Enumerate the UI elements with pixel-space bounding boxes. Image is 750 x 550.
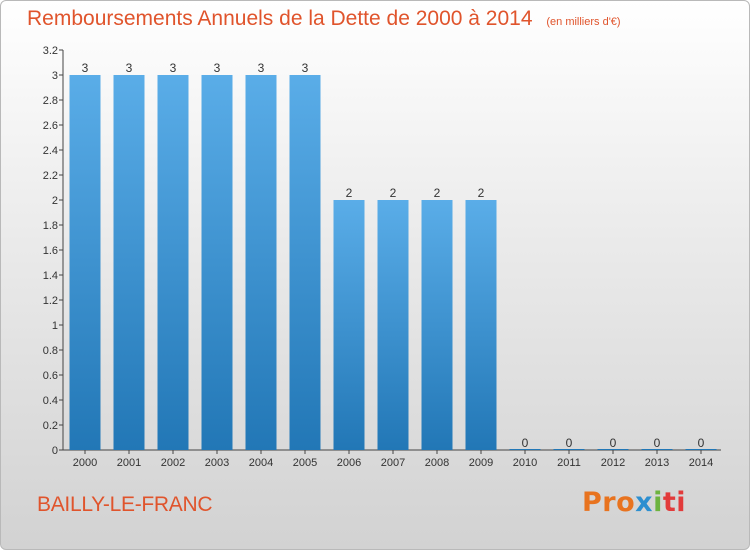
- y-tick-label: 1.6: [43, 245, 58, 257]
- chart-title: Remboursements Annuels de la Dette de 20…: [27, 7, 621, 31]
- y-tick-label: 1.2: [43, 295, 58, 307]
- chart-title-text: Remboursements Annuels de la Dette de 20…: [27, 7, 533, 30]
- bar: [69, 75, 101, 450]
- data-label: 2: [434, 186, 441, 200]
- y-tick-label: 1: [52, 320, 58, 332]
- commune-name: BAILLY-LE-FRANC: [37, 493, 213, 516]
- x-tick-label: 2009: [469, 457, 493, 469]
- logo-part: Pro: [582, 487, 636, 518]
- x-tick-label: 2014: [689, 457, 713, 469]
- data-label: 0: [566, 436, 573, 450]
- y-tick-label: 1.4: [43, 270, 58, 282]
- y-tick-label: 0.8: [43, 345, 58, 357]
- proxiti-logo[interactable]: Proxiti: [582, 487, 686, 518]
- x-tick-label: 2002: [161, 457, 185, 469]
- x-tick-label: 2007: [381, 457, 405, 469]
- bar: [465, 200, 497, 450]
- bar: [201, 75, 233, 450]
- y-tick-label: 0: [52, 445, 58, 457]
- x-tick-label: 2010: [513, 457, 537, 469]
- bar: [113, 75, 145, 450]
- x-tick-label: 2005: [293, 457, 317, 469]
- data-label: 2: [478, 186, 485, 200]
- y-tick-label: 2.4: [43, 145, 58, 157]
- data-label: 0: [654, 436, 661, 450]
- y-tick-label: 2: [52, 195, 58, 207]
- x-tick-label: 2006: [337, 457, 361, 469]
- y-tick-label: 0.6: [43, 370, 58, 382]
- x-tick-label: 2000: [73, 457, 97, 469]
- bar: [377, 200, 409, 450]
- logo-part: x: [635, 487, 654, 518]
- bar: [289, 75, 321, 450]
- data-label: 0: [698, 436, 705, 450]
- y-tick-label: 2.6: [43, 120, 58, 132]
- data-label: 3: [126, 61, 133, 75]
- y-tick-label: 3: [52, 70, 58, 82]
- x-tick-label: 2011: [557, 457, 581, 469]
- data-label: 3: [302, 61, 309, 75]
- x-tick-label: 2008: [425, 457, 449, 469]
- data-label: 3: [82, 61, 89, 75]
- bar: [421, 200, 453, 450]
- y-tick-label: 0.2: [43, 420, 58, 432]
- data-label: 3: [214, 61, 221, 75]
- y-tick-label: 0.4: [43, 395, 58, 407]
- x-tick-label: 2004: [249, 457, 273, 469]
- data-label: 0: [610, 436, 617, 450]
- logo-part: ti: [662, 487, 687, 518]
- logo-part: i: [653, 487, 663, 518]
- x-tick-label: 2013: [645, 457, 669, 469]
- bar: [157, 75, 189, 450]
- y-tick-label: 2.8: [43, 95, 58, 107]
- y-tick-label: 2.2: [43, 170, 58, 182]
- y-tick-label: 3.2: [43, 45, 58, 57]
- chart-bars: 3 3 3 3 3 3 2 2 2 2 0 0 0 0 0: [69, 61, 717, 450]
- x-tick-label: 2003: [205, 457, 229, 469]
- data-label: 3: [258, 61, 265, 75]
- chart-subtitle: (en milliers d'€): [546, 16, 621, 28]
- bar: [333, 200, 365, 450]
- data-label: 3: [170, 61, 177, 75]
- data-label: 0: [522, 436, 529, 450]
- bar: [245, 75, 277, 450]
- y-tick-label: 1.8: [43, 220, 58, 232]
- x-tick-label: 2012: [601, 457, 625, 469]
- data-label: 2: [390, 186, 397, 200]
- data-label: 2: [346, 186, 353, 200]
- x-tick-label: 2001: [117, 457, 141, 469]
